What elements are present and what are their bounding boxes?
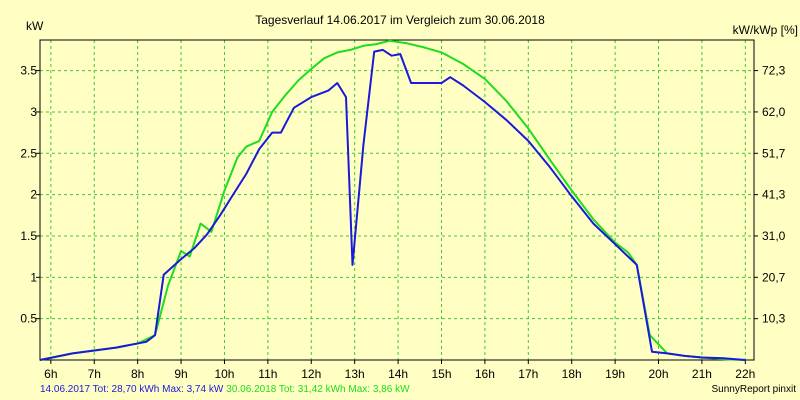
right-tick-label: 62,0 (762, 105, 786, 119)
left-tick-label: 0.5 (20, 312, 37, 326)
right-axis-ticks: 10,3 20,7 31,0 41,3 51,7 62,0 72,3 (754, 64, 786, 326)
x-tick-label: 17h (518, 367, 538, 381)
right-tick-label: 72,3 (762, 64, 786, 78)
x-tick-label: 13h (345, 367, 365, 381)
series-lines (39, 39, 746, 361)
x-tick-label: 10h (214, 367, 234, 381)
x-tick-label: 7h (88, 367, 101, 381)
left-tick-label: 1 (30, 270, 37, 284)
x-tick-label: 6h (44, 367, 57, 381)
x-tick-label: 11h (258, 367, 277, 381)
footer-series2: 30.06.2018 Tot: 31,42 kWh Max: 3,86 kW (226, 384, 410, 395)
left-tick-label: 2.5 (20, 146, 37, 160)
right-tick-label: 51,7 (762, 146, 786, 160)
left-tick-label: 3 (30, 105, 37, 119)
x-tick-label: 9h (174, 367, 187, 381)
x-tick-label: 19h (605, 367, 625, 381)
left-tick-label: 2 (30, 188, 37, 202)
left-tick-label: 3.5 (20, 64, 37, 78)
series-line-30.06.2018 (39, 39, 746, 361)
footer-summary: 14.06.2017 Tot: 28,70 kWh Max: 3,74 kW 30… (40, 384, 410, 395)
chart-title: Tagesverlauf 14.06.2017 im Vergleich zum… (255, 13, 545, 27)
footer-series1: 14.06.2017 Tot: 28,70 kWh Max: 3,74 kW (40, 384, 224, 395)
x-tick-label: 18h (562, 367, 582, 381)
x-tick-label: 14h (388, 367, 408, 381)
left-axis-label: kW (26, 19, 44, 33)
right-axis-label: kW/kWp [%] (733, 23, 798, 37)
x-tick-label: 22h (735, 367, 755, 381)
right-tick-label: 31,0 (762, 229, 786, 243)
series-line-14.06.2017 (39, 48, 746, 361)
x-tick-label: 20h (648, 367, 668, 381)
x-axis-ticks: 6h 7h 8h 9h 10h 11h 12h 13h 14h 15h 16h 17h 18h 19h 20… (44, 360, 755, 381)
right-tick-label: 41,3 (762, 188, 786, 202)
x-tick-label: 8h (131, 367, 144, 381)
right-tick-label: 10,3 (762, 312, 786, 326)
plot-frame (39, 39, 755, 361)
x-tick-label: 12h (301, 367, 321, 381)
x-tick-label: 15h (431, 367, 451, 381)
grid-lines (40, 40, 754, 360)
left-axis-ticks: 0.5 1 1.5 2 2.5 3 3.5 (20, 64, 40, 326)
footer-credit: SunnyReport pinxit (712, 384, 797, 395)
plot-background (40, 40, 754, 360)
right-tick-label: 20,7 (762, 270, 786, 284)
x-tick-label: 21h (692, 367, 712, 381)
x-tick-label: 16h (475, 367, 495, 381)
left-tick-label: 1.5 (20, 229, 37, 243)
